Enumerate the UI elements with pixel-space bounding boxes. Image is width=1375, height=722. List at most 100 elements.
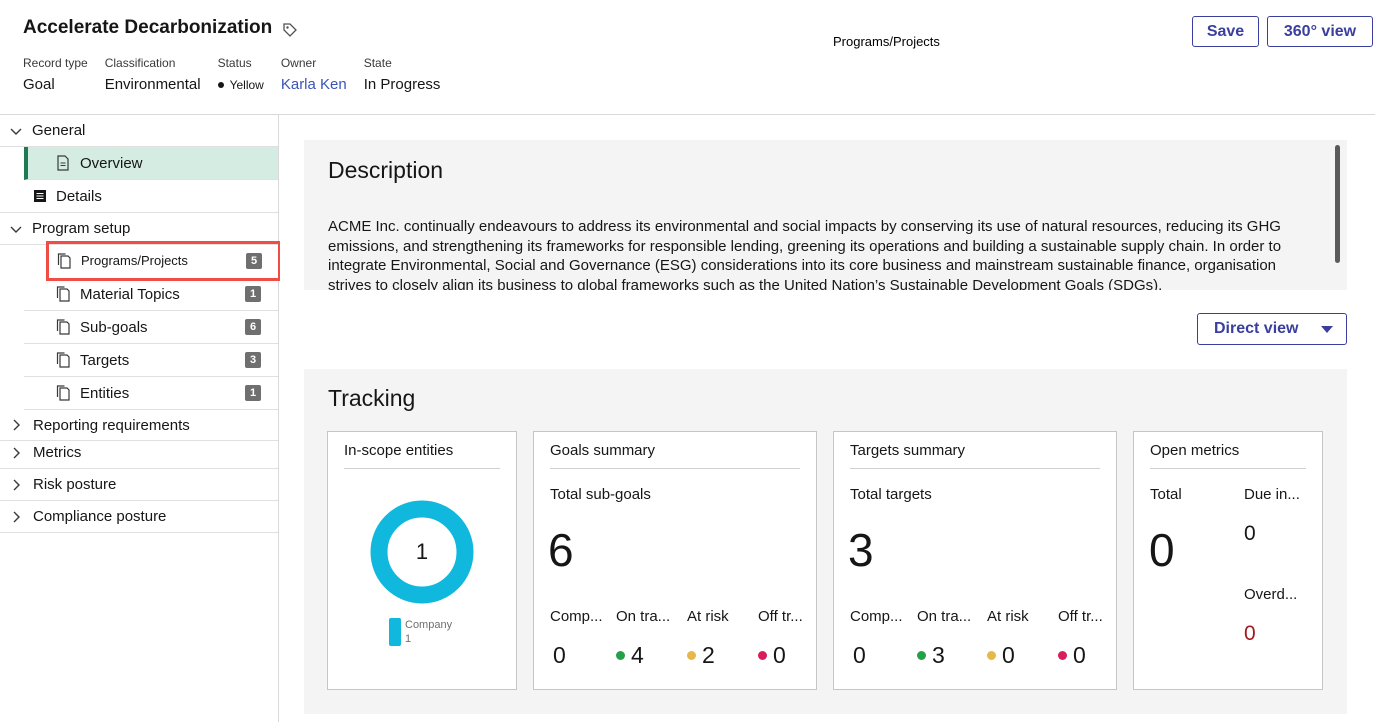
metrics-overdue-value: 0 (1244, 622, 1256, 645)
description-panel[interactable]: Description ACME Inc. continually endeav… (304, 140, 1347, 290)
direct-view-label: Direct view (1214, 320, 1299, 337)
stat-number: 0 (853, 642, 866, 668)
sidebar-item-targets[interactable]: Targets 3 (24, 344, 278, 377)
copy-document-icon (57, 252, 71, 269)
at-risk-dot-icon (687, 651, 696, 660)
copy-document-icon (56, 319, 70, 335)
sidebar-group-label: Program setup (32, 220, 131, 237)
stat-value-at-risk: 2 (687, 642, 715, 669)
stat-value-at-risk: 0 (987, 642, 1015, 669)
legend-swatch (389, 618, 401, 646)
stat-label-at-risk: At risk (987, 608, 1029, 625)
on-track-dot-icon (616, 651, 625, 660)
chevron-right-icon (13, 447, 20, 458)
direct-view-dropdown[interactable]: Direct view (1197, 313, 1347, 345)
sidebar-item-programs-projects[interactable]: Programs/Projects 5 (46, 241, 281, 281)
meta-label: State (363, 56, 392, 70)
total-sub-goals-label: Total sub-goals (550, 486, 651, 503)
stat-label-on-track: On tra... (616, 608, 671, 625)
meta-value: In Progress (363, 76, 441, 93)
sidebar-item-entities[interactable]: Entities 1 (24, 377, 278, 410)
stat-label-off-track: Off tr... (758, 608, 803, 625)
chevron-down-icon (10, 226, 22, 233)
copy-document-icon (56, 286, 70, 302)
save-button[interactable]: Save (1192, 16, 1259, 47)
card-divider (344, 468, 500, 469)
sidebar-group-program-setup[interactable]: Program setup (0, 213, 278, 245)
sidebar-item-label: Details (56, 187, 102, 205)
owner-link[interactable]: Karla Ken (280, 76, 347, 93)
sidebar-group-metrics[interactable]: Metrics (0, 437, 278, 469)
stat-number: 0 (553, 642, 566, 668)
meta-label: Classification (104, 56, 176, 70)
chevron-right-icon (13, 419, 20, 431)
tag-icon[interactable] (282, 22, 298, 38)
description-text: ACME Inc. continually endeavours to addr… (328, 218, 1282, 290)
copy-document-icon (56, 385, 70, 401)
on-track-dot-icon (917, 651, 926, 660)
caret-down-icon (1321, 326, 1333, 333)
stat-number: 2 (702, 642, 715, 668)
view-360-button[interactable]: 360° view (1267, 16, 1373, 47)
record-header: Accelerate Decarbonization Programs/Proj… (0, 0, 1375, 115)
sidebar-group-compliance-posture[interactable]: Compliance posture (0, 501, 278, 533)
stat-label-completed: Comp... (550, 608, 603, 625)
chevron-right-icon (13, 479, 20, 490)
count-badge: 5 (246, 252, 262, 269)
total-sub-goals-value: 6 (548, 524, 574, 576)
stat-number: 0 (1073, 642, 1086, 668)
goals-summary-card: Goals summary Total sub-goals 6 Comp... … (533, 431, 817, 690)
current-section-title: Programs/Projects (833, 34, 940, 49)
stat-number: 4 (631, 642, 644, 668)
sidebar-item-label: Programs/Projects (81, 253, 188, 268)
targets-summary-card: Targets summary Total targets 3 Comp... … (833, 431, 1117, 690)
meta-label: Record type (23, 56, 88, 70)
meta-value: Environmental (104, 76, 201, 93)
card-title: Targets summary (850, 442, 966, 459)
metrics-total-value: 0 (1149, 524, 1175, 576)
metrics-total-label: Total (1150, 486, 1182, 503)
sidebar-group-label: Reporting requirements (33, 416, 190, 434)
count-badge: 3 (245, 352, 261, 368)
card-divider (1150, 468, 1306, 469)
sidebar-item-details[interactable]: Details (0, 180, 278, 213)
off-track-dot-icon (758, 651, 767, 660)
status-text: Yellow (229, 78, 264, 92)
card-title: Goals summary (550, 442, 656, 459)
sidebar-group-general[interactable]: General (0, 115, 278, 147)
sidebar-group-label: Compliance posture (33, 508, 167, 525)
metrics-due-label: Due in... (1244, 486, 1300, 503)
entities-donut-chart[interactable]: 1 (369, 499, 475, 605)
page-title: Accelerate Decarbonization (23, 17, 273, 38)
card-title: Open metrics (1150, 442, 1240, 459)
sidebar-item-overview[interactable]: Overview (24, 147, 278, 180)
sidebar-item-material-topics[interactable]: Material Topics 1 (24, 278, 278, 311)
legend-name: Company (405, 619, 453, 631)
status-dot-icon (217, 82, 224, 88)
donut-center-value: 1 (416, 539, 428, 564)
meta-state: State In Progress (364, 56, 441, 93)
stat-value-on-track: 4 (616, 642, 644, 669)
sidebar-item-label: Sub-goals (80, 318, 148, 336)
sidebar-group-label: General (32, 122, 86, 139)
meta-classification: Classification Environmental (105, 56, 201, 93)
sidebar-item-sub-goals[interactable]: Sub-goals 6 (24, 311, 278, 344)
meta-owner: Owner Karla Ken (281, 56, 347, 93)
sidebar-item-label: Entities (80, 384, 130, 402)
at-risk-dot-icon (987, 651, 996, 660)
description-scrollbar[interactable] (1335, 145, 1340, 263)
count-badge: 6 (245, 319, 261, 335)
stat-value-completed: 0 (853, 642, 866, 669)
sidebar-item-label: Overview (80, 154, 143, 172)
record-meta: Record type Goal Classification Environm… (23, 56, 457, 93)
stat-number: 0 (773, 642, 786, 668)
sidebar-group-risk-posture[interactable]: Risk posture (0, 469, 278, 501)
stat-label-at-risk: At risk (687, 608, 729, 625)
meta-value: Goal (23, 76, 55, 93)
in-scope-entities-card: In-scope entities 1 Company 1 (327, 431, 517, 690)
stat-label-completed: Comp... (850, 608, 903, 625)
status-value: Yellow (217, 77, 264, 93)
sidebar-nav: General Overview Details Program setup P… (0, 115, 281, 722)
off-track-dot-icon (1058, 651, 1067, 660)
sidebar-group-reporting-requirements[interactable]: Reporting requirements (0, 410, 278, 441)
